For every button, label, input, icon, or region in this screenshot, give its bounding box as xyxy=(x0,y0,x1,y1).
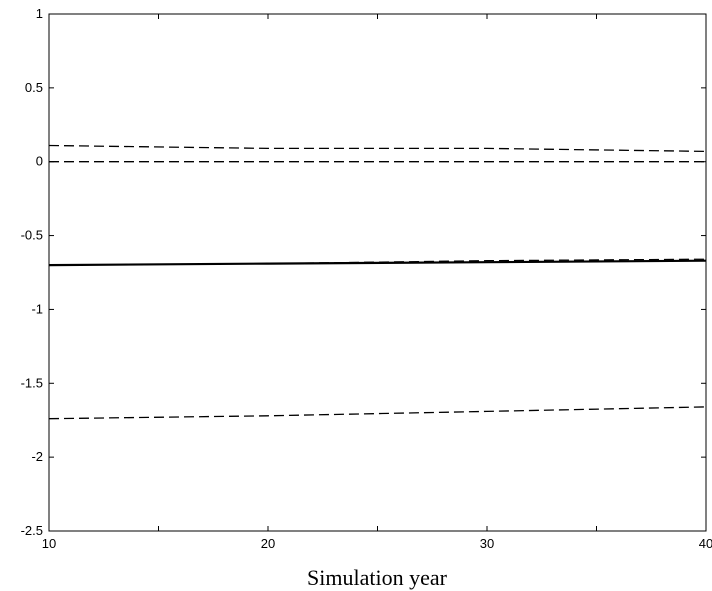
x-tick-label: 20 xyxy=(261,536,275,551)
y-tick-label: -1 xyxy=(31,301,43,316)
y-tick-label: 0.5 xyxy=(25,80,43,95)
y-tick-label: -0.5 xyxy=(21,228,43,243)
y-tick-label: 0 xyxy=(36,154,43,169)
x-tick-label: 30 xyxy=(480,536,494,551)
series-lines xyxy=(48,144,707,420)
y-tick-label: -1.5 xyxy=(21,375,43,390)
x-tick-label: 40 xyxy=(699,536,712,551)
y-tick-label: -2.5 xyxy=(21,523,43,538)
axis-ticks xyxy=(48,13,707,532)
y-tick-label: -2 xyxy=(31,449,43,464)
x-tick-label: 10 xyxy=(42,536,56,551)
y-tick-label: 1 xyxy=(36,6,43,21)
series-line-5 xyxy=(48,406,707,420)
series-line-1 xyxy=(48,144,707,153)
plot-area xyxy=(48,13,707,532)
tick-labels: 10 20 30 40 1 0.5 0 -0.5 -1 -1.5 -2 -2.5 xyxy=(21,6,712,551)
x-axis-label: Simulation year xyxy=(307,565,448,590)
series-line-4 xyxy=(48,258,707,266)
